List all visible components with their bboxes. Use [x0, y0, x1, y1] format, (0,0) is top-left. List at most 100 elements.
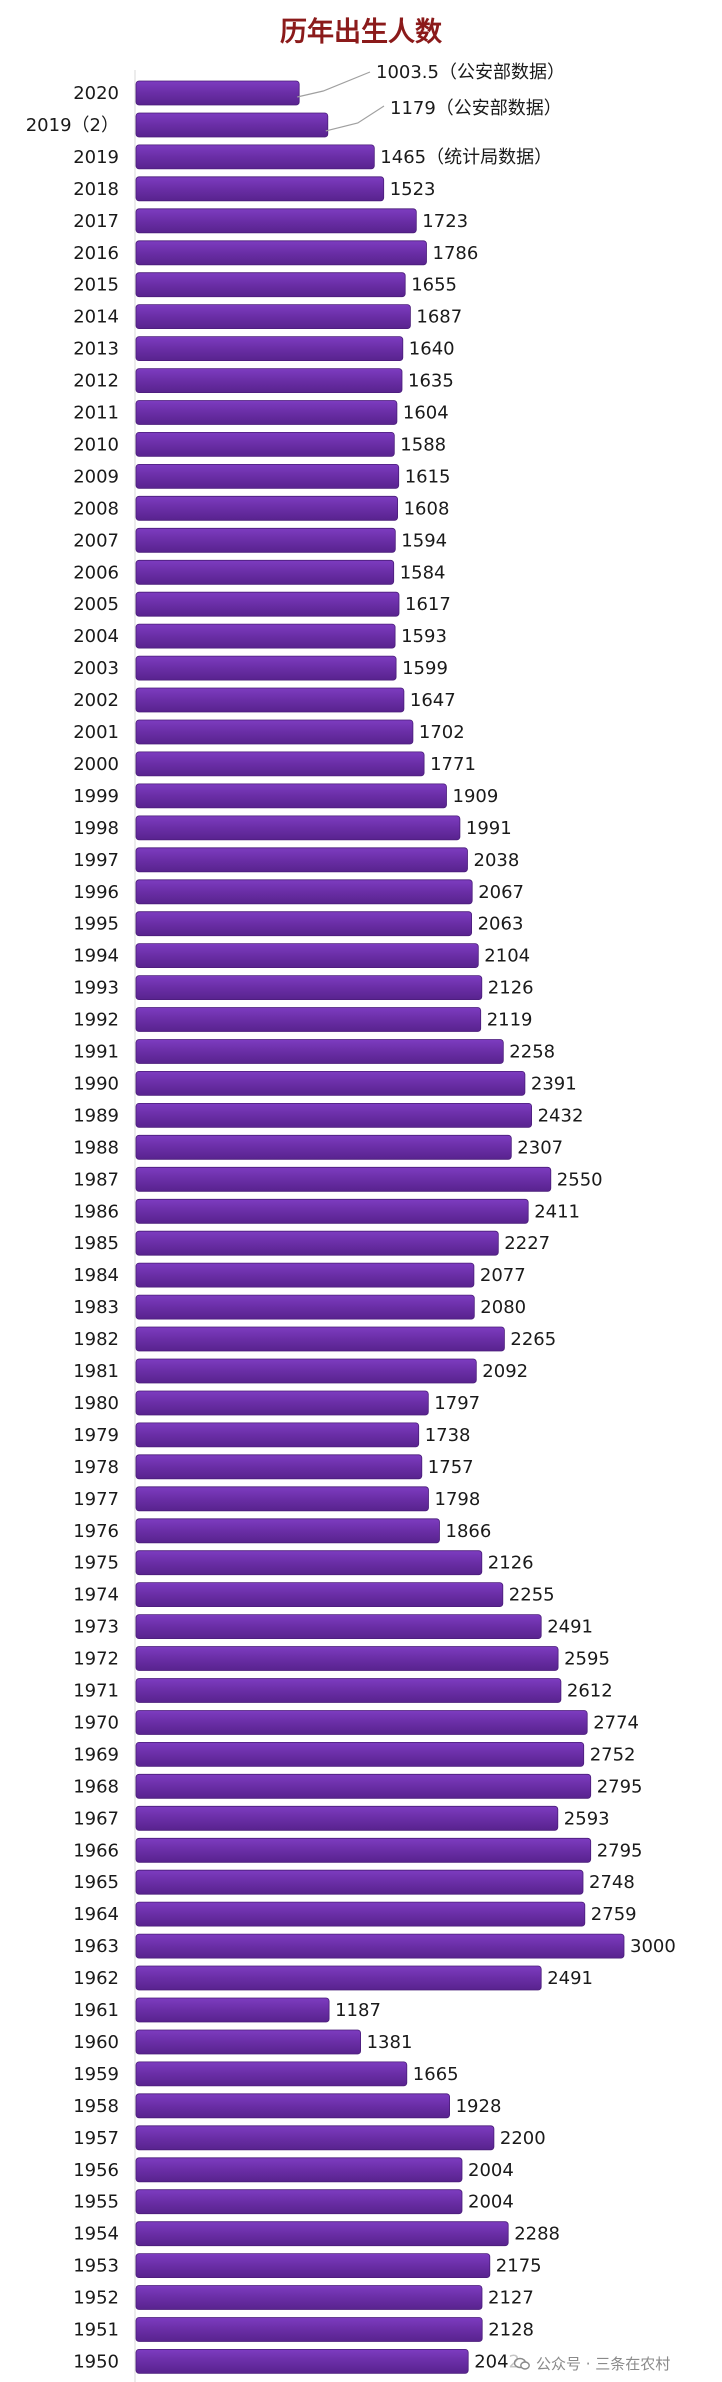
category-label: 2006 [73, 562, 119, 583]
bar-1968 [135, 1773, 592, 1799]
value-label: 1608 [404, 498, 450, 519]
bar-2005 [135, 591, 400, 617]
value-label: 1702 [419, 722, 465, 743]
bar-1955 [135, 2189, 463, 2215]
category-label: 1996 [73, 882, 119, 903]
bar-1959 [135, 2061, 408, 2087]
value-label: 2175 [496, 2256, 542, 2277]
category-label: 2000 [73, 754, 119, 775]
value-label: 1771 [430, 754, 476, 775]
value-label: 2288 [514, 2224, 560, 2245]
category-label: 1963 [73, 1936, 119, 1957]
category-label: 2011 [73, 403, 119, 424]
bar-1972 [135, 1646, 559, 1671]
bar-1978 [135, 1454, 423, 1480]
category-label: 1952 [73, 2288, 119, 2309]
bar-1988 [135, 1134, 512, 1160]
category-label: 1977 [73, 1489, 119, 1510]
category-label: 2005 [73, 594, 119, 615]
category-label: 1966 [73, 1840, 119, 1861]
category-label: 1980 [73, 1393, 119, 1414]
value-label: 1655 [411, 275, 457, 296]
value-label: 2491 [547, 1617, 593, 1638]
value-label: 2391 [531, 1073, 577, 1094]
category-label: 2017 [73, 211, 119, 232]
bar-1969 [135, 1742, 585, 1767]
value-label: 2612 [567, 1681, 613, 1702]
category-label: 1978 [73, 1457, 119, 1478]
category-label: 1959 [73, 2064, 119, 2085]
value-label: 2759 [591, 1904, 637, 1925]
category-label: 2019（2） [26, 115, 119, 136]
value-label: 1465（统计局数据） [380, 147, 552, 168]
value-label: 2092 [482, 1361, 528, 1382]
category-label: 1984 [73, 1265, 119, 1286]
category-label: 1974 [73, 1585, 119, 1606]
value-label: 2119 [487, 1010, 533, 1031]
category-label: 1990 [73, 1073, 119, 1094]
bar-1967 [135, 1805, 559, 1831]
category-label: 1973 [73, 1617, 119, 1638]
value-label: 1187 [335, 2000, 381, 2021]
bar-1977 [135, 1486, 429, 1512]
bar-1971 [135, 1678, 562, 1703]
value-label: 1615 [405, 466, 451, 487]
bar-2003 [135, 655, 397, 681]
value-label: 1523 [390, 179, 436, 200]
value-label: 1738 [425, 1425, 471, 1446]
category-label: 1985 [73, 1233, 119, 1254]
category-label: 1992 [73, 1010, 119, 1031]
bar-1979 [135, 1422, 420, 1448]
bar-1997 [135, 847, 468, 873]
category-label: 1969 [73, 1744, 119, 1765]
value-label: 2491 [547, 1968, 593, 1989]
bar-1989 [135, 1103, 533, 1128]
bar-2013 [135, 336, 404, 362]
value-label: 1003.5（公安部数据） [376, 62, 565, 83]
category-label: 2010 [73, 434, 119, 455]
value-label: 1797 [434, 1393, 480, 1414]
value-label: 1599 [402, 658, 448, 679]
bar-1993 [135, 975, 483, 1000]
value-label: 2795 [597, 1776, 643, 1797]
category-label: 2001 [73, 722, 119, 743]
callout-line [297, 71, 371, 98]
category-label: 1982 [73, 1329, 119, 1350]
category-label: 2004 [73, 626, 119, 647]
value-label: 2258 [509, 1042, 555, 1063]
value-label: 3000 [630, 1936, 676, 1957]
value-label: 2255 [509, 1585, 555, 1606]
bar-1957 [135, 2125, 495, 2151]
value-label: 1588 [400, 434, 446, 455]
category-label: 1993 [73, 978, 119, 999]
category-label: 2012 [73, 371, 119, 392]
bar-1983 [135, 1294, 475, 1320]
bar-1958 [135, 2093, 451, 2119]
bar-1952 [135, 2285, 483, 2310]
bar-1974 [135, 1582, 504, 1607]
bar-2019 [135, 144, 375, 170]
bar-2010 [135, 431, 395, 457]
watermark-text: 公众号 · 三条在农村 [536, 2355, 671, 2373]
category-label: 2007 [73, 530, 119, 551]
value-label: 2128 [488, 2320, 534, 2341]
category-label: 1994 [73, 946, 119, 967]
bar-1982 [135, 1326, 505, 1352]
bar-1973 [135, 1614, 542, 1639]
category-label: 2016 [73, 243, 119, 264]
category-label: 2013 [73, 339, 119, 360]
bar-2008 [135, 495, 399, 521]
category-label: 1965 [73, 1872, 119, 1893]
bar-1966 [135, 1837, 592, 1863]
bar-1975 [135, 1550, 483, 1576]
value-label: 1604 [403, 403, 449, 424]
bar-1961 [135, 1997, 330, 2023]
bar-1985 [135, 1230, 499, 1256]
bar-1999 [135, 783, 447, 809]
category-label: 1995 [73, 914, 119, 935]
value-label: 1866 [446, 1521, 492, 1542]
bar-2012 [135, 368, 403, 394]
bar-2000 [135, 751, 425, 777]
category-label: 2020 [73, 83, 119, 104]
